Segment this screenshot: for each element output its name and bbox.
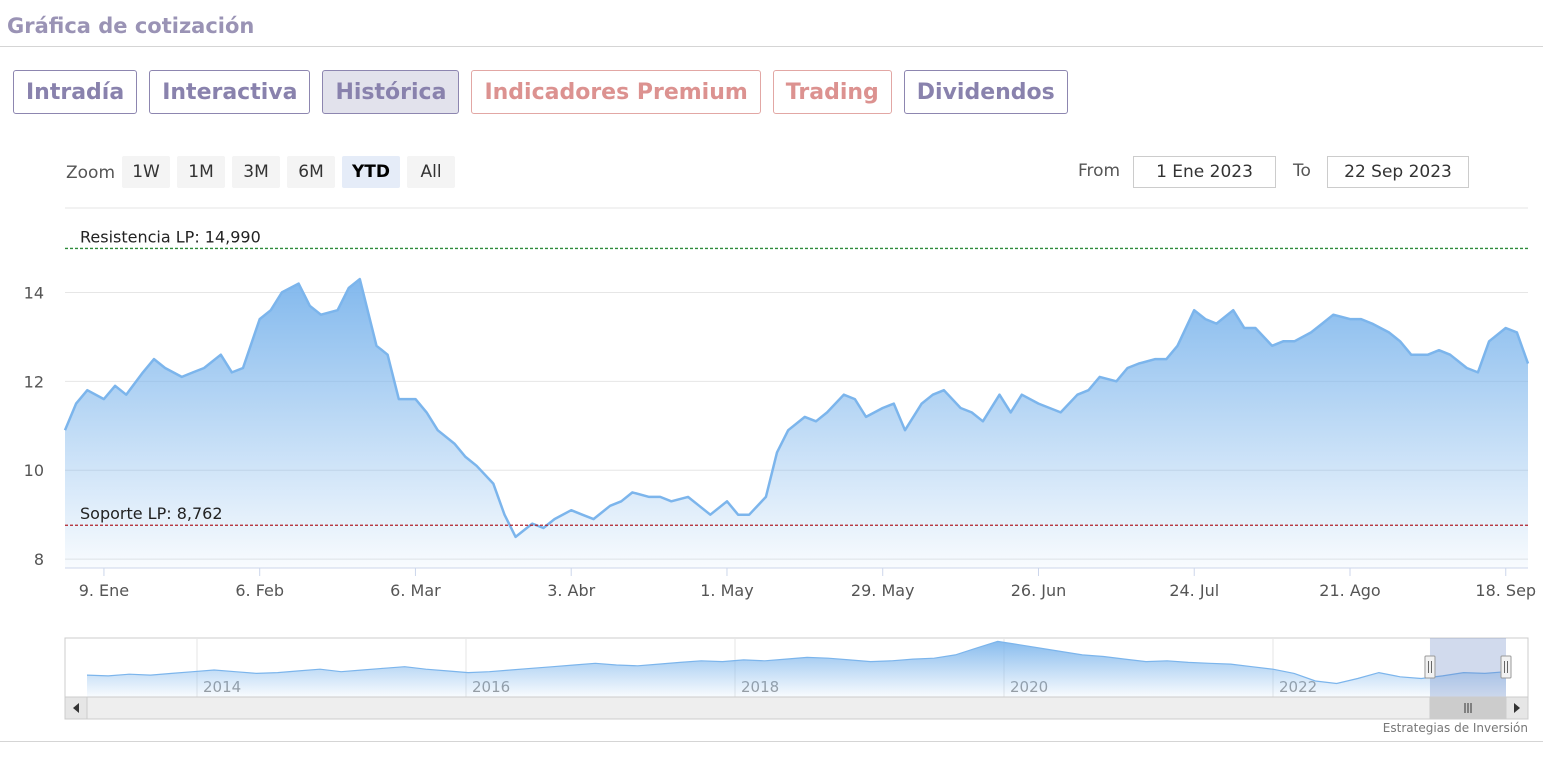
y-tick-label: 8 <box>34 550 44 569</box>
x-tick-label: 9. Ene <box>79 581 129 600</box>
scrollbar-left-arrow[interactable] <box>64 696 88 720</box>
x-tick-label: 6. Feb <box>235 581 284 600</box>
title-divider <box>0 46 1543 47</box>
x-tick-label: 3. Abr <box>547 581 595 600</box>
price-line <box>63 277 1530 539</box>
zoom-all-button[interactable]: All <box>407 156 456 188</box>
tab-interactiva[interactable]: Interactiva <box>149 70 311 114</box>
tab-trading[interactable]: Trading <box>772 70 892 114</box>
x-tick-label: 21. Ago <box>1319 581 1380 600</box>
y-tick-label: 14 <box>24 283 44 302</box>
x-tick-label: 26. Jun <box>1011 581 1067 600</box>
resistance-label: Resistencia LP: 14,990 <box>80 227 261 246</box>
x-tick-label: 29. May <box>851 581 915 600</box>
tab-indicadores-premium[interactable]: Indicadores Premium <box>471 70 761 114</box>
y-tick-label: 10 <box>24 461 44 480</box>
zoom-1m-button[interactable]: 1M <box>177 156 225 188</box>
zoom-ytd-button[interactable]: YTD <box>342 156 401 188</box>
navigator-line <box>86 640 1507 685</box>
x-tick-label: 6. Mar <box>390 581 441 600</box>
scrollbar-thumb[interactable] <box>1429 697 1507 719</box>
support-label: Soporte LP: 8,762 <box>80 504 223 523</box>
x-tick-label: 18. Sep <box>1475 581 1536 600</box>
navigator-selection <box>1429 638 1506 697</box>
chart-tabs: Intradía Interactiva Histórica Indicadores … <box>13 70 1068 114</box>
navigator-area <box>87 641 1506 697</box>
page-title: Gráfica de cotización <box>7 14 255 38</box>
zoom-label: Zoom <box>66 163 116 183</box>
from-label: From <box>1078 161 1121 181</box>
x-tick-label: 1. May <box>700 581 753 600</box>
tab-historica[interactable]: Histórica <box>322 70 460 114</box>
zoom-6m-button[interactable]: 6M <box>287 156 335 188</box>
zoom-3m-button[interactable]: 3M <box>232 156 280 188</box>
bottom-divider <box>0 741 1543 742</box>
zoom-1w-button[interactable]: 1W <box>122 156 170 188</box>
y-tick-label: 12 <box>24 372 44 391</box>
navigator-right-handle[interactable] <box>1500 655 1512 679</box>
to-label: To <box>1293 161 1311 181</box>
from-date-input[interactable]: 1 Ene 2023 <box>1133 156 1276 188</box>
navigator-left-handle[interactable] <box>1424 655 1436 679</box>
zoom-buttons: 1W 1M 3M 6M YTD All <box>122 156 456 188</box>
chart-credits[interactable]: Estrategias de Inversión <box>1382 721 1528 735</box>
scrollbar-right-arrow[interactable] <box>1505 696 1529 720</box>
scrollbar-track <box>64 696 1529 720</box>
tab-dividendos[interactable]: Dividendos <box>903 70 1068 114</box>
price-chart: 8 10 12 14 Resistencia LP: 14,990 Soporte LP:… <box>24 207 1536 720</box>
x-tick-label: 24. Jul <box>1169 581 1219 600</box>
tab-intradia[interactable]: Intradía <box>13 70 138 114</box>
to-date-input[interactable]: 22 Sep 2023 <box>1327 156 1469 188</box>
